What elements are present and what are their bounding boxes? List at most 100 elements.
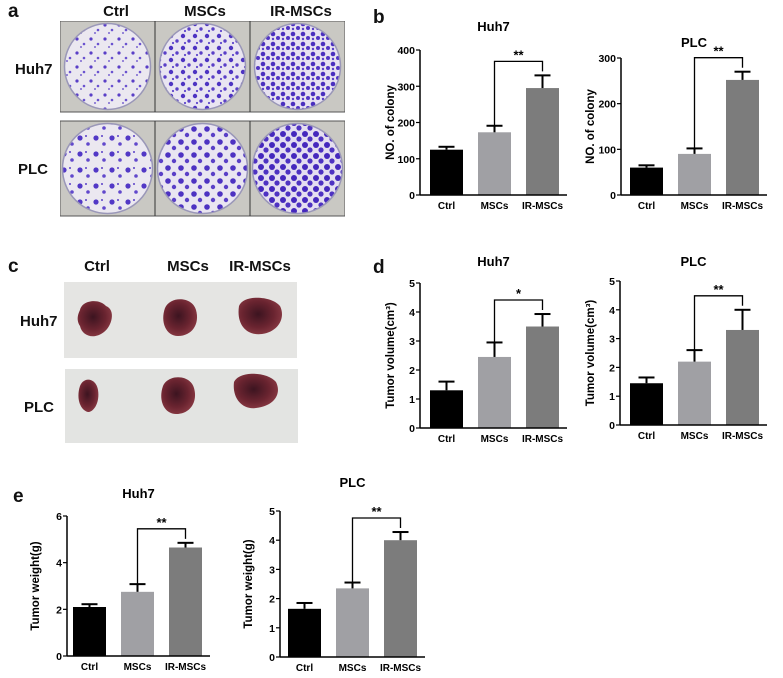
y-tick-label: 3 — [409, 336, 415, 348]
bar-mscs — [336, 588, 369, 657]
bar-mscs — [478, 132, 511, 195]
chart-title: Huh7 — [477, 254, 510, 269]
col-header-ir-mscs: IR-MSCs — [229, 258, 291, 275]
panel-label-a: a — [8, 1, 19, 22]
col-header-mscs: MSCs — [184, 3, 226, 20]
y-axis-label: NO. of colony — [585, 89, 597, 164]
chart-title: Huh7 — [477, 19, 510, 34]
significance-bracket — [693, 57, 744, 149]
bar-ctrl — [630, 383, 663, 425]
x-tick-label: Ctrl — [81, 662, 98, 673]
chart-b-huh7: Huh7 NO. of colony Ctrl MSCs IR-MSCs 0 100 200 3… — [385, 19, 567, 212]
y-tick-label: 0 — [409, 423, 415, 435]
y-tick-label: 0 — [269, 652, 275, 664]
y-tick-label: 0 — [610, 190, 616, 202]
y-tick-label: 5 — [269, 506, 275, 518]
y-tick-label: 0 — [609, 420, 615, 432]
bar-mscs — [478, 356, 511, 428]
col-header-ctrl: Ctrl — [84, 258, 110, 275]
y-tick-label: 4 — [409, 307, 415, 319]
significance-marker: ** — [713, 282, 724, 297]
significance-marker: * — [516, 286, 522, 301]
x-tick-label: Ctrl — [438, 201, 455, 212]
y-tick-label: 300 — [598, 53, 616, 65]
y-tick-label: 400 — [397, 45, 415, 57]
chart-e-huh7: Huh7 Tumor weight(g) Ctrl MSCs IR-MSCs 0 2 4 6 ** — [30, 486, 210, 673]
y-tick-label: 4 — [269, 535, 275, 547]
bar-ctrl — [430, 149, 463, 195]
y-tick-label: 4 — [609, 305, 615, 317]
significance-bracket — [136, 528, 187, 585]
bar-mscs — [678, 361, 711, 425]
chart-title: PLC — [681, 35, 708, 50]
col-header-mscs: MSCs — [167, 258, 209, 275]
bar-mscs — [121, 591, 154, 656]
y-tick-label: 1 — [409, 394, 415, 406]
bar-ir-mscs — [726, 79, 759, 195]
x-tick-label: IR-MSCs — [380, 663, 422, 674]
y-axis-label: NO. of colony — [385, 85, 397, 160]
significance-bracket — [493, 60, 544, 126]
col-header-ir-mscs: IR-MSCs — [270, 3, 332, 20]
y-tick-label: 2 — [609, 362, 615, 374]
x-tick-label: MSCs — [339, 663, 367, 674]
bar-ctrl — [430, 390, 463, 428]
y-tick-label: 100 — [598, 144, 616, 156]
y-tick-label: 2 — [269, 594, 275, 606]
bar-ctrl — [73, 607, 106, 656]
chart-title: PLC — [681, 254, 708, 269]
chart-title: PLC — [340, 475, 367, 490]
y-tick-label: 2 — [409, 365, 415, 377]
x-tick-label: IR-MSCs — [722, 431, 764, 442]
y-tick-label: 2 — [56, 604, 62, 616]
chart-d-huh7: Huh7 Tumor volume(cm³) Ctrl MSCs IR-MSCs 0 1 2 3… — [385, 254, 567, 445]
y-tick-label: 0 — [409, 190, 415, 202]
significance-marker: ** — [156, 515, 167, 530]
significance-marker: ** — [713, 44, 724, 59]
colony-plates-image — [60, 21, 345, 217]
significance-marker: ** — [513, 47, 524, 62]
x-tick-label: Ctrl — [638, 431, 655, 442]
y-tick-label: 1 — [269, 623, 275, 635]
significance-bracket — [493, 299, 544, 343]
y-tick-label: 1 — [609, 391, 615, 403]
x-tick-label: IR-MSCs — [522, 201, 564, 212]
y-tick-label: 5 — [609, 276, 615, 288]
significance-marker: ** — [371, 504, 382, 519]
bar-ctrl — [288, 608, 321, 657]
tumor-photos-image — [64, 282, 298, 443]
x-tick-label: MSCs — [681, 431, 709, 442]
panel-label-c: c — [8, 256, 19, 277]
bar-ir-mscs — [726, 329, 759, 425]
col-header-ctrl: Ctrl — [103, 3, 129, 20]
x-tick-label: MSCs — [681, 201, 709, 212]
chart-e-plc: PLC Tumor weight(g) Ctrl MSCs IR-MSCs 0 1 2 3 4 5 *… — [243, 475, 425, 674]
panel-label-b: b — [373, 7, 385, 28]
bar-ctrl — [630, 167, 663, 195]
bar-mscs — [678, 153, 711, 195]
row-header-huh7: Huh7 — [20, 313, 58, 330]
x-tick-label: IR-MSCs — [165, 662, 207, 673]
x-tick-label: IR-MSCs — [722, 201, 764, 212]
y-axis-label: Tumor volume(cm³) — [385, 302, 397, 409]
x-tick-label: MSCs — [481, 201, 509, 212]
row-header-huh7: Huh7 — [15, 61, 53, 78]
x-tick-label: IR-MSCs — [522, 434, 564, 445]
y-tick-label: 0 — [56, 651, 62, 663]
x-tick-label: Ctrl — [638, 201, 655, 212]
y-tick-label: 200 — [598, 99, 616, 111]
chart-title: Huh7 — [122, 486, 155, 501]
x-tick-label: MSCs — [124, 662, 152, 673]
y-axis-label: Tumor weight(g) — [243, 539, 255, 628]
y-tick-label: 4 — [56, 558, 62, 570]
x-tick-label: Ctrl — [438, 434, 455, 445]
row-header-plc: PLC — [18, 161, 48, 178]
y-tick-label: 200 — [397, 118, 415, 130]
panel-label-e: e — [13, 486, 24, 507]
chart-b-plc: PLC NO. of colony Ctrl MSCs IR-MSCs 0 100 200 30… — [585, 35, 767, 212]
y-tick-label: 5 — [409, 278, 415, 290]
y-tick-label: 300 — [397, 81, 415, 93]
y-tick-label: 100 — [397, 154, 415, 166]
significance-bracket — [351, 517, 402, 583]
y-tick-label: 3 — [609, 334, 615, 346]
